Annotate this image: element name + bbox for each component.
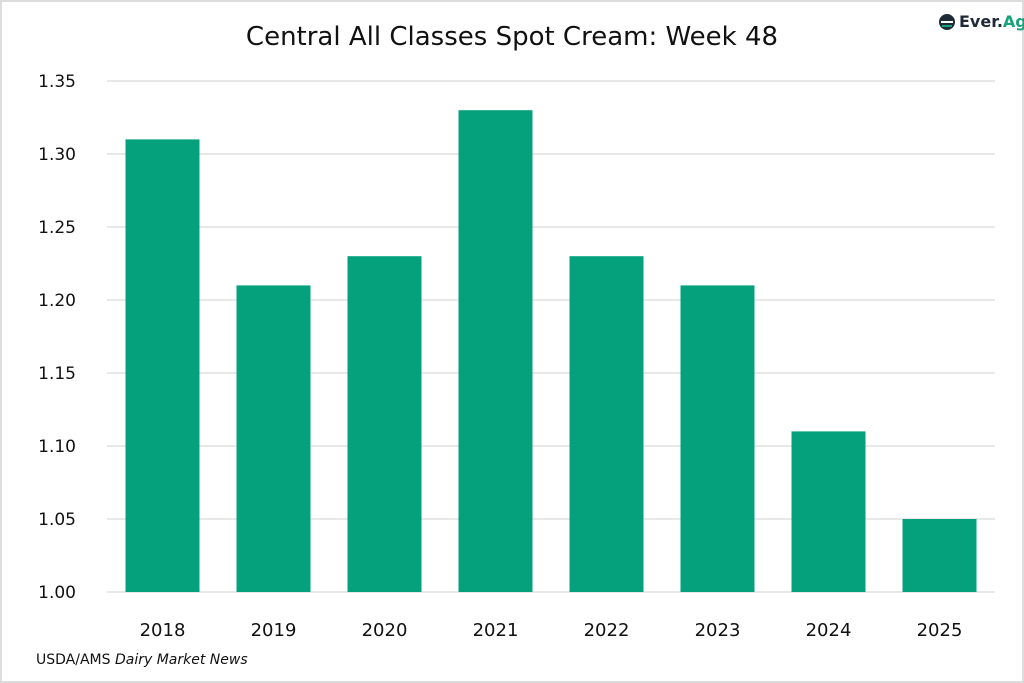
source-org: USDA/AMS [36,652,111,668]
y-tick-label: 1.20 [38,291,76,311]
everag-logo-icon [939,13,955,30]
source-note: USDA/AMS Dairy Market News [36,652,248,668]
bar-2023 [680,285,755,592]
x-tick-label: 2022 [584,620,630,641]
x-tick-label: 2023 [695,620,741,641]
x-tick-label: 2020 [362,620,408,641]
bar-2021 [458,110,533,592]
bar-2024 [791,431,866,592]
bar-2025 [902,519,977,592]
x-tick-label: 2021 [473,620,519,641]
y-tick-label: 1.15 [38,364,76,384]
y-tick-label: 1.30 [38,145,76,165]
bar-2018 [125,139,200,592]
y-tick-label: 1.25 [38,218,76,238]
y-tick-label: 1.35 [38,72,76,92]
bar-2019 [236,285,311,592]
x-tick-label: 2025 [917,620,963,641]
logo-text-accent: Ag [1002,12,1024,31]
chart-title: Central All Classes Spot Cream: Week 48 [245,22,779,52]
x-tick-label: 2024 [806,620,852,641]
x-tick-label: 2019 [251,620,297,641]
x-tick-label: 2018 [140,620,186,641]
bar-2020 [347,256,422,592]
y-tick-label: 1.00 [38,583,76,603]
bar-2022 [569,256,644,592]
y-tick-label: 1.10 [38,437,76,457]
source-publication: Dairy Market News [114,652,248,668]
everag-logo: Ever.Ag [938,12,1024,31]
logo-text-main: Ever. [959,12,1003,31]
y-tick-label: 1.05 [38,510,76,530]
